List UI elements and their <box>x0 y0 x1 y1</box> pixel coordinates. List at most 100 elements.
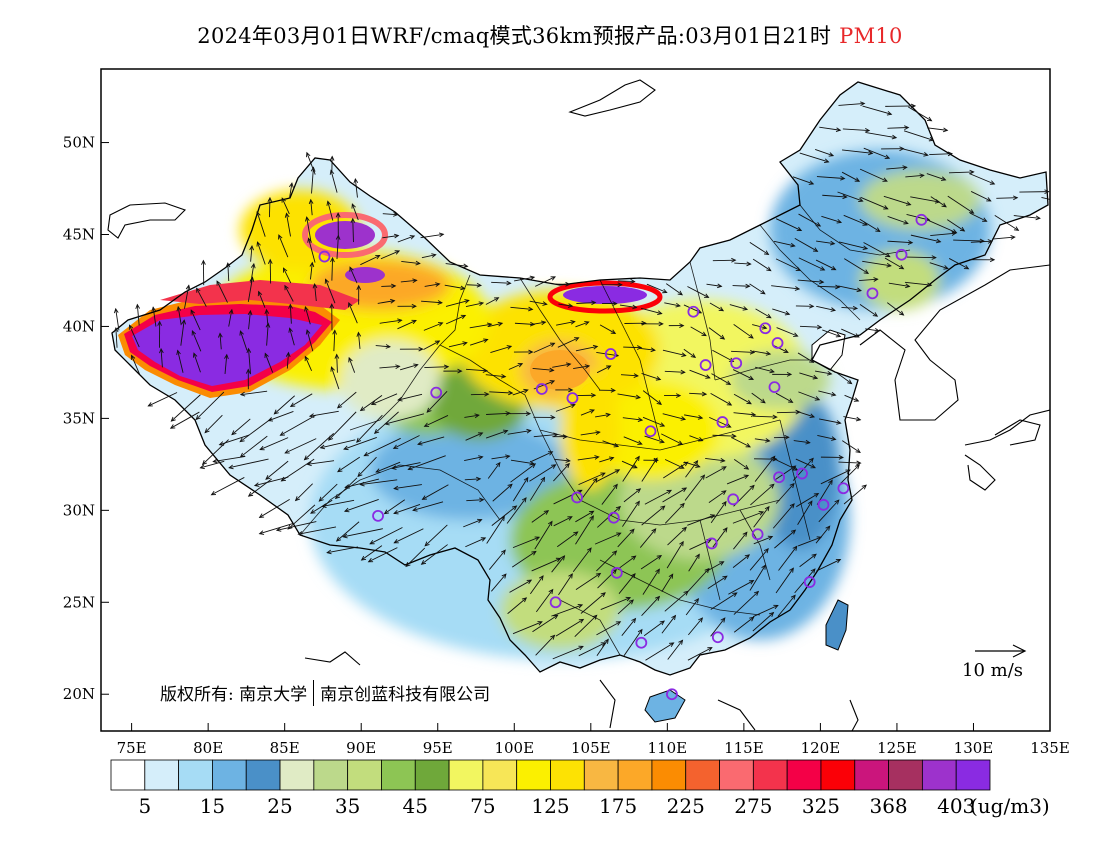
wind-arrow <box>820 455 844 460</box>
wind-arrow <box>710 592 738 610</box>
colorbar-unit: (ug/m3) <box>970 794 1050 818</box>
wind-arrow <box>623 345 643 350</box>
wind-arrow <box>218 434 250 446</box>
wind-arrow <box>359 479 398 487</box>
wind-arrow <box>664 393 682 398</box>
wind-arrow <box>279 415 316 436</box>
lon-tick-label: 80E <box>193 739 223 757</box>
wind-arrow <box>640 347 656 353</box>
wind-arrow <box>329 155 335 173</box>
wind-arrow <box>533 432 559 438</box>
colorbar <box>110 759 991 791</box>
wind-arrow <box>774 529 797 549</box>
wind-arrow <box>621 460 638 469</box>
wind-arrow <box>443 368 463 374</box>
wind-arrow <box>370 393 398 406</box>
wind-arrow <box>816 305 837 312</box>
wind-arrow <box>421 484 449 500</box>
wind-arrow <box>195 391 225 421</box>
wind-arrow <box>863 242 891 258</box>
city-marker <box>771 337 784 349</box>
wind-arrow <box>310 166 316 194</box>
wind-arrow <box>170 394 201 422</box>
latitude-axis: 20N 25N 30N 35N 40N 45N 50N <box>63 134 109 703</box>
colorbar-label: 25 <box>267 794 292 818</box>
wind-arrow <box>641 373 662 381</box>
wind-arrow <box>392 435 420 449</box>
wind-arrow <box>448 341 468 348</box>
wind-arrow <box>686 567 710 594</box>
wind-arrow <box>309 261 315 280</box>
wind-arrow <box>617 393 641 400</box>
wind-arrow <box>597 568 617 589</box>
wind-arrow <box>466 497 485 503</box>
wind-arrow <box>992 235 1016 240</box>
wind-arrow <box>508 363 524 370</box>
wind-arrow <box>928 220 958 234</box>
wind-arrow <box>529 464 557 482</box>
colorbar-swatch <box>381 759 416 791</box>
wind-arrow <box>196 287 207 307</box>
wind-arrow <box>684 414 704 420</box>
lat-tick-label: 45N <box>63 226 95 244</box>
wind-arrow <box>420 544 448 565</box>
wind-arrow <box>465 301 485 308</box>
wind-arrow <box>535 276 556 287</box>
wind-arrow <box>264 352 274 373</box>
wind-arrow <box>814 370 833 376</box>
wind-arrow <box>749 241 770 256</box>
lon-tick-label: 130E <box>954 739 994 757</box>
wind-arrow <box>731 349 756 355</box>
wind-arrow <box>228 458 269 470</box>
wind-arrow <box>308 410 339 418</box>
wind-arrow <box>265 322 271 346</box>
copyright-prefix: 版权所有: <box>160 685 234 705</box>
lon-tick-label: 90E <box>346 739 376 757</box>
colorbar-swatch <box>110 759 146 791</box>
wind-arrow <box>308 198 314 216</box>
wind-arrow <box>239 418 272 443</box>
wind-arrow <box>533 415 556 420</box>
wind-arrow <box>778 545 798 571</box>
lat-tick-label: 50N <box>63 134 95 152</box>
wind-arrow <box>247 309 253 330</box>
wind-reference-label: 10 m/s <box>962 660 1023 681</box>
wind-arrow <box>201 259 206 286</box>
wind-arrow <box>464 455 484 462</box>
wind-arrow <box>190 309 201 331</box>
wind-arrow <box>397 393 423 402</box>
city-marker <box>837 482 850 495</box>
wind-arrow <box>305 216 312 243</box>
city-marker <box>566 392 579 405</box>
colorbar-swatch <box>313 759 349 791</box>
lon-tick-label: 105E <box>571 739 611 757</box>
wind-arrow <box>667 639 684 660</box>
wind-arrow <box>818 390 837 397</box>
wind-arrow <box>884 257 905 270</box>
wind-arrow <box>712 349 735 362</box>
wind-arrow <box>752 611 775 632</box>
wind-arrow <box>383 499 406 515</box>
wind-arrow <box>285 351 291 369</box>
wind-arrow <box>492 483 513 502</box>
title-main: 2024年03月01日WRF/cmaq模式36km预报产品:03月01日21时 <box>197 24 832 48</box>
wind-arrow <box>642 390 662 405</box>
wind-arrow <box>176 305 182 326</box>
wind-arrow <box>795 303 815 309</box>
wind-arrow <box>841 305 859 311</box>
wind-arrow <box>886 165 908 170</box>
wind-arrow <box>754 438 771 443</box>
colorbar-swatch <box>888 759 923 791</box>
wind-arrow <box>391 462 421 470</box>
lon-tick-label: 125E <box>877 739 917 757</box>
wind-arrow <box>375 461 401 473</box>
wind-arrow <box>1019 189 1050 195</box>
city-marker <box>803 576 816 588</box>
colorbar-swatch <box>347 759 382 791</box>
wind-arrow <box>684 474 706 501</box>
wind-arrow <box>755 366 775 374</box>
wind-arrow <box>576 300 597 306</box>
wind-arrow <box>750 483 775 506</box>
wind-arrow <box>749 564 766 591</box>
wind-arrow <box>949 169 975 175</box>
